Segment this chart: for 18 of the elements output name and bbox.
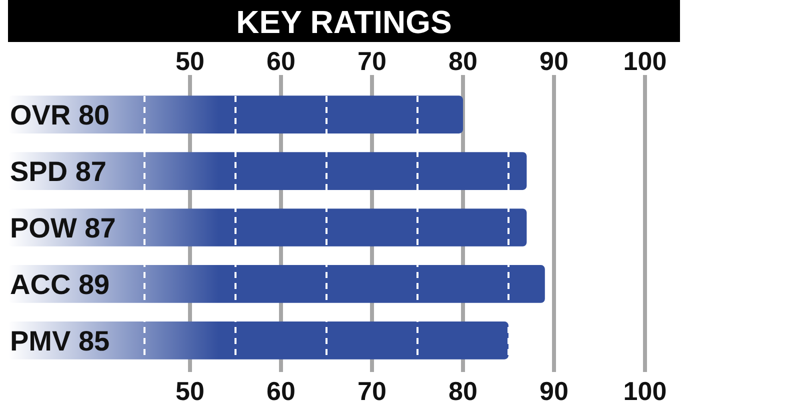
x2-tick-label: 80 — [448, 46, 478, 76]
x2-tick-label: 90 — [540, 46, 568, 76]
x-tick-label: 100 — [623, 376, 667, 406]
x-tick-label: 90 — [540, 376, 568, 406]
chart-title: KEY RATINGS — [236, 4, 452, 40]
x-tick-label: 80 — [448, 376, 478, 406]
y-tick-label: SPD 87 — [10, 156, 106, 188]
y-tick-label: PMV 85 — [10, 326, 110, 357]
y-tick-label: ACC 89 — [10, 269, 110, 300]
y-tick-label: POW 87 — [10, 212, 116, 244]
x2-tick-label: 50 — [176, 46, 204, 76]
x2-tick-label: 70 — [358, 46, 386, 76]
x2-tick-label: 60 — [266, 46, 296, 76]
x-tick-label: 70 — [358, 376, 386, 406]
x2-tick-label: 100 — [623, 46, 667, 76]
x-tick-label: 50 — [176, 376, 204, 406]
x-tick-label: 60 — [266, 376, 296, 406]
y-tick-label: OVR 80 — [10, 100, 110, 131]
